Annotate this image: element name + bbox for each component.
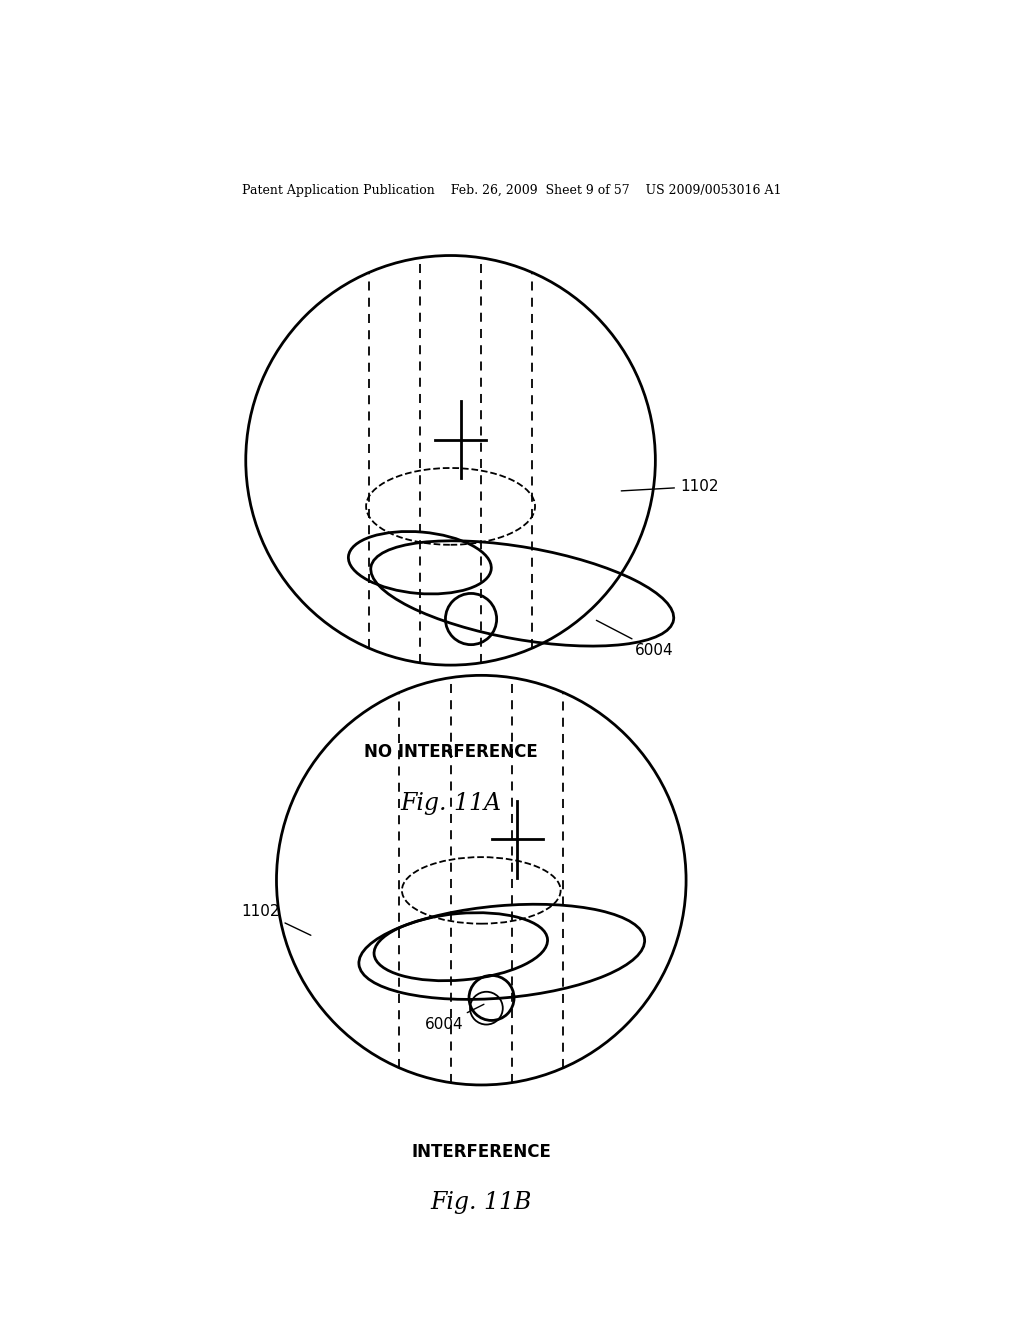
Text: INTERFERENCE: INTERFERENCE	[412, 1143, 551, 1160]
Text: NO INTERFERENCE: NO INTERFERENCE	[364, 743, 538, 762]
Text: 1102: 1102	[622, 479, 719, 494]
Text: Patent Application Publication    Feb. 26, 2009  Sheet 9 of 57    US 2009/005301: Patent Application Publication Feb. 26, …	[243, 183, 781, 197]
Text: Fig. 11B: Fig. 11B	[431, 1191, 531, 1214]
Text: 1102: 1102	[242, 904, 311, 936]
Text: 6004: 6004	[425, 1005, 484, 1032]
Text: 6004: 6004	[596, 620, 674, 657]
Text: Fig. 11A: Fig. 11A	[400, 792, 501, 814]
